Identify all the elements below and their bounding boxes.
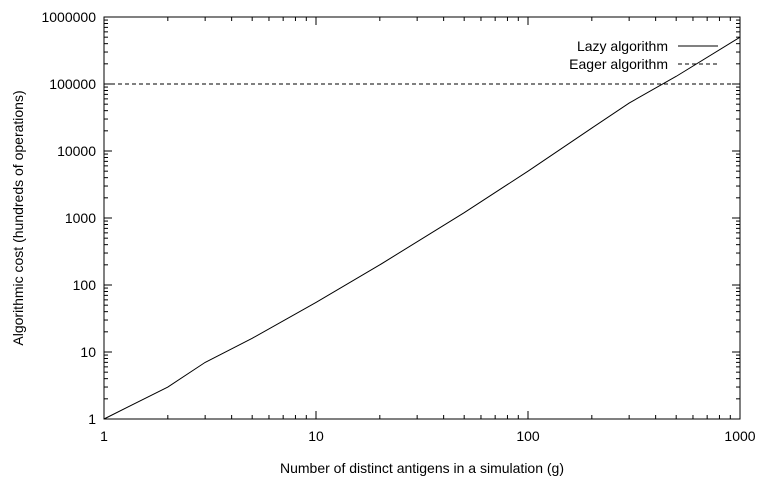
legend: Lazy algorithm Eager algorithm [569,38,718,72]
x-tick-label: 1000 [724,428,755,444]
x-tick-label: 100 [516,428,540,444]
y-tick-label: 1000000 [41,9,96,25]
y-axis-label: Algorithmic cost (hundreds of operations… [10,90,26,345]
y-tick-label: 100 [73,277,97,293]
x-axis-label: Number of distinct antigens in a simulat… [280,460,564,476]
y-tick-label: 1 [88,411,96,427]
y-tick-label: 10 [80,344,96,360]
legend-label: Lazy algorithm [577,38,668,54]
ticks-layer: 1 10 100 1000 1 10 100 1000 10000 100000 1000000 [41,9,755,444]
series-line-lazy-algorithm [103,36,741,420]
legend-label: Eager algorithm [569,56,668,72]
y-tick-label: 10000 [57,143,96,159]
x-tick-label: 1 [100,428,108,444]
plot-frame [103,16,741,420]
y-tick-label: 100000 [49,76,96,92]
y-tick-label: 1000 [65,210,96,226]
x-tick-label: 10 [308,428,324,444]
series-layer [103,36,741,420]
